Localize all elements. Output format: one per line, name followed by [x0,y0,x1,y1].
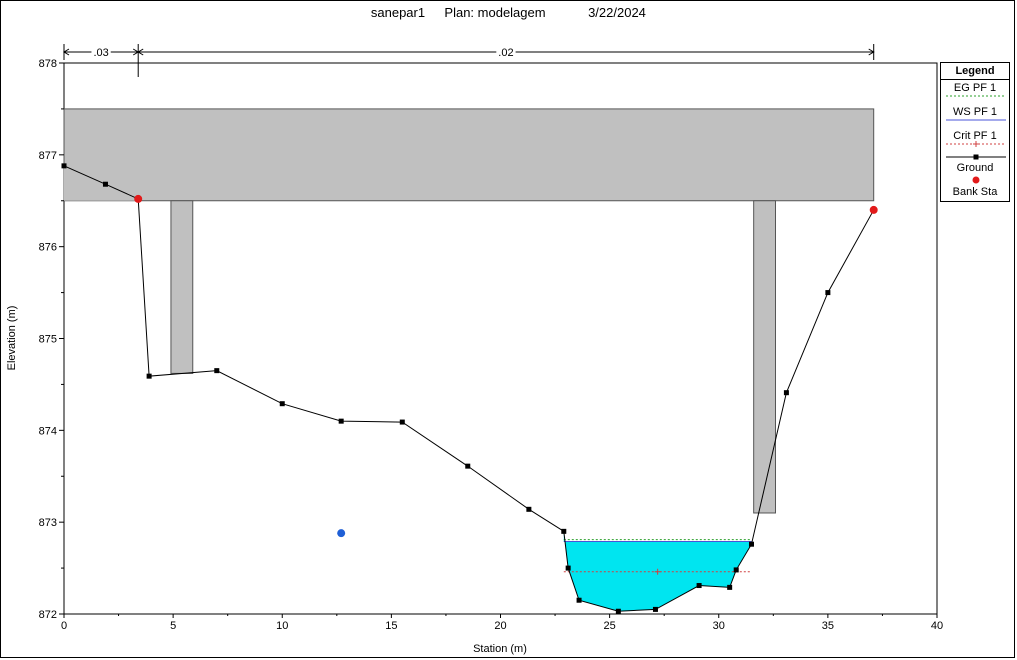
x-tick-label: 15 [385,620,397,632]
ground-point [102,181,108,187]
ground-point [146,373,152,379]
x-tick-label: 25 [604,620,616,632]
bridge-pier-1 [170,200,194,374]
x-axis-label: Station (m) [473,643,527,655]
eg-line-symbol [946,95,1006,97]
legend-label-ground: Ground [956,162,994,174]
y-tick-label: 877 [39,150,57,162]
ground-point [526,506,532,512]
x-tick-label: 30 [713,620,725,632]
ground-point [338,418,344,424]
legend-label-bank: Bank Sta [952,186,998,198]
bridge-pier-2 [753,200,776,514]
chart-title-name: sanepar1 [371,5,425,20]
legend-item-crit: Crit PF 1 [941,128,1009,152]
y-tick-label: 878 [39,58,57,70]
ground-point [399,419,405,425]
ground-point [576,597,582,603]
ground-point [783,390,789,396]
legend-item-eg: EG PF 1 [941,80,1009,104]
legend-label-eg: EG PF 1 [953,82,997,94]
legend-label-ws: WS PF 1 [952,106,997,118]
y-tick-label: 873 [39,517,57,529]
ground-line-symbol [946,154,1006,160]
manning-label-2: .02 [498,47,513,59]
manning-label-1: .03 [93,47,108,59]
crit-line-symbol [946,141,1006,147]
y-tick-label: 874 [39,425,57,437]
y-tick-label: 876 [39,242,57,254]
ground-point [465,463,471,469]
legend: Legend EG PF 1 WS PF 1 Crit PF 1 Ground … [940,62,1010,202]
chart-title-plan: Plan: modelagem [444,5,545,20]
crit-marker [654,568,661,575]
ground-point [748,541,754,547]
bridge-deck [63,108,875,202]
chart-title-date: 3/22/2024 [588,5,646,20]
legend-item-bank: Bank Sta [941,176,1009,200]
x-tick-label: 5 [170,620,176,632]
ground-point [615,608,621,614]
ground-point [61,163,67,169]
ground-point [652,606,658,612]
x-tick-label: 35 [822,620,834,632]
manning-label-bg-2 [496,47,516,59]
ground-line [63,165,875,612]
x-tick-label: 10 [276,620,288,632]
x-tick-label: 0 [61,620,67,632]
y-tick-label: 872 [39,609,57,621]
bank-dot-symbol [972,176,980,184]
bank-station-right [869,205,878,214]
y-tick-label: 875 [39,334,57,346]
y-axis-label: Elevation (m) [6,306,18,371]
legend-title: Legend [941,63,1009,80]
ground-point [565,565,571,571]
x-tick-label: 40 [931,620,943,632]
legend-item-ground: Ground [941,152,1009,176]
legend-label-crit: Crit PF 1 [953,130,997,142]
x-tick-label: 20 [494,620,506,632]
ground-point [825,290,831,296]
ground-point [696,583,702,589]
ground-point [727,584,733,590]
bank-station-left [134,194,143,203]
ground-point [279,401,285,407]
legend-item-ws: WS PF 1 [941,104,1009,128]
ground-point [733,567,739,573]
ws-line-symbol [946,119,1006,121]
ground-point [214,368,220,374]
blue-point [337,529,346,538]
ground-point [561,528,567,534]
manning-label-bg-1 [91,47,111,59]
